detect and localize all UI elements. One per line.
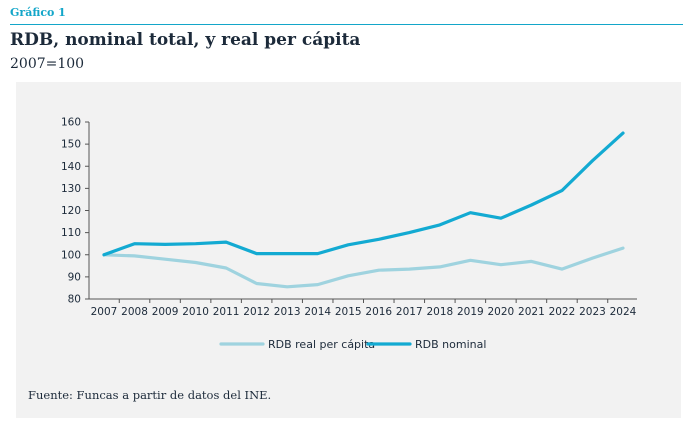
chart-title: RDB, nominal total, y real per cápita <box>10 30 361 50</box>
x-tick-label: 2010 <box>182 306 209 318</box>
legend-label: RDB nominal <box>415 338 486 351</box>
y-tick-label: 130 <box>61 183 81 195</box>
y-tick-label: 90 <box>68 271 81 283</box>
x-tick-label: 2024 <box>610 306 637 318</box>
y-tick-label: 160 <box>61 117 81 129</box>
x-tick-label: 2009 <box>152 306 179 318</box>
x-tick-label: 2007 <box>91 306 118 318</box>
series-line-rdb-real-per-capita <box>102 246 625 289</box>
chart-legend: RDB real per cápita RDB nominal <box>219 338 486 351</box>
header-rule <box>10 24 683 25</box>
x-tick-label: 2017 <box>396 306 423 318</box>
chart-subtitle: 2007=100 <box>10 56 85 72</box>
chart-eyebrow: Gráfico 1 <box>10 6 66 19</box>
y-tick-label: 120 <box>61 205 81 217</box>
legend-label: RDB real per cápita <box>268 338 375 351</box>
x-tick-label: 2015 <box>335 306 362 318</box>
y-tick-label: 150 <box>61 139 81 151</box>
y-tick-label: 110 <box>61 227 81 239</box>
x-tick-label: 2012 <box>243 306 270 318</box>
series-line-rdb-nominal <box>102 131 625 257</box>
chart-panel <box>16 82 681 418</box>
x-tick-label: 2016 <box>365 306 392 318</box>
y-tick-label: 100 <box>61 249 81 261</box>
x-tick-label: 2008 <box>121 306 148 318</box>
x-tick-label: 2023 <box>579 306 606 318</box>
chart-series <box>102 131 625 289</box>
x-tick-label: 2022 <box>549 306 576 318</box>
x-tick-label: 2018 <box>426 306 453 318</box>
y-tick-label: 80 <box>68 294 81 306</box>
x-tick-label: 2020 <box>488 306 515 318</box>
y-tick-label: 140 <box>61 161 81 173</box>
x-tick-label: 2021 <box>518 306 545 318</box>
x-tick-label: 2019 <box>457 306 484 318</box>
x-tick-label: 2011 <box>213 306 240 318</box>
x-tick-label: 2014 <box>304 306 331 318</box>
chart-source-note: Fuente: Funcas a partir de datos del INE… <box>28 388 272 402</box>
x-tick-label: 2013 <box>274 306 301 318</box>
